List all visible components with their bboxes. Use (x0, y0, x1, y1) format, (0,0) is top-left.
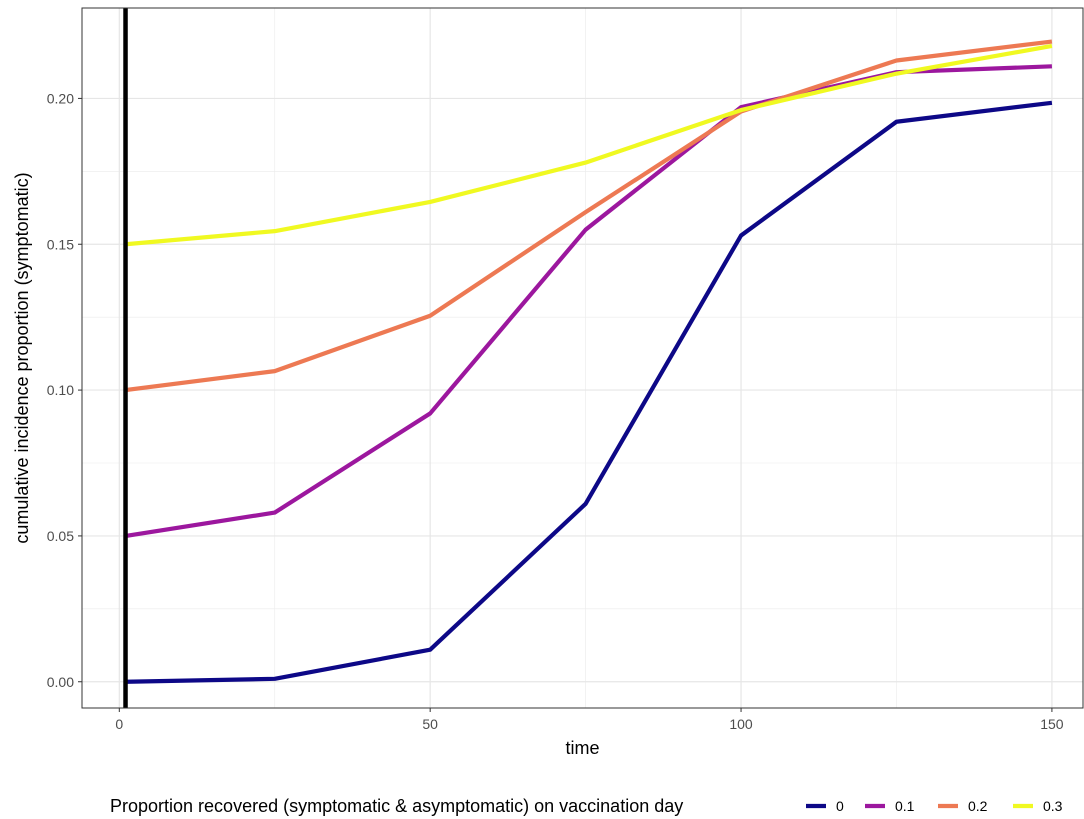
y-tick-label: 0.15 (47, 236, 74, 252)
y-axis-title: cumulative incidence proportion (symptom… (12, 172, 32, 543)
y-tick-label: 0.05 (47, 528, 74, 544)
y-tick-label: 0.00 (47, 674, 74, 690)
y-tick-label: 0.20 (47, 90, 74, 106)
legend-label-0: 0 (836, 798, 844, 814)
panel-border (81, 7, 1084, 709)
series-line-0 (125, 100, 1053, 684)
major-gridlines (82, 8, 1083, 708)
x-tick-label: 150 (1040, 716, 1064, 732)
legend-label-0-2: 0.2 (968, 798, 988, 814)
legend-items: 0 0.1 0.2 0.3 (806, 798, 1063, 814)
legend-title: Proportion recovered (symptomatic & asym… (110, 796, 683, 816)
x-tick-label: 50 (422, 716, 438, 732)
x-tick-label: 100 (729, 716, 753, 732)
series-line-0-3 (125, 43, 1053, 247)
x-axis-ticks: 0 50 100 150 (115, 708, 1064, 732)
series-lines (125, 39, 1053, 684)
legend-label-0-1: 0.1 (895, 798, 915, 814)
series-line-0-1 (125, 64, 1052, 538)
minor-gridlines (82, 8, 1083, 708)
x-tick-label: 0 (115, 716, 123, 732)
legend-label-0-3: 0.3 (1043, 798, 1063, 814)
x-axis-title: time (565, 738, 599, 758)
y-tick-label: 0.10 (47, 382, 74, 398)
series-line-0-2 (125, 39, 1053, 393)
y-axis-ticks: 0.00 0.05 0.10 0.15 0.20 (47, 90, 82, 690)
legend: Proportion recovered (symptomatic & asym… (110, 796, 1063, 816)
